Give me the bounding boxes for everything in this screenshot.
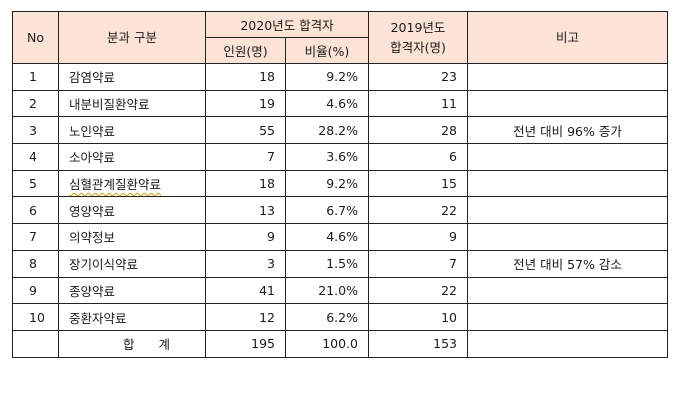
cell-no: 9 (12, 276, 59, 305)
cell-category: 의약정보 (58, 223, 206, 251)
cell-no: 10 (12, 303, 59, 331)
cell-category: 종양약료 (58, 276, 206, 305)
cell-note: 전년 대비 96% 증가 (467, 116, 668, 145)
cell-no: 1 (12, 63, 59, 91)
table-row: 10 중환자약료 12 6.2% 10 (12, 303, 668, 331)
cell-count: 12 (205, 303, 286, 331)
cell-category: 감염약료 (58, 63, 206, 91)
cell-note (467, 223, 668, 251)
cell-note (467, 63, 668, 91)
total-label: 합 계 (58, 329, 206, 358)
cell-note (467, 143, 668, 171)
cell-count: 3 (205, 249, 286, 278)
cell-count: 55 (205, 116, 286, 145)
cell-ratio: 3.6% (285, 143, 369, 171)
cell-ratio: 6.7% (285, 196, 369, 225)
cell-prev: 15 (368, 169, 468, 198)
table-row: 1 감염약료 18 9.2% 23 (12, 63, 668, 91)
cell-category: 내분비질환약료 (58, 89, 206, 118)
cell-count: 13 (205, 196, 286, 225)
cell-note (467, 276, 668, 305)
results-table: No 분과 구분 2020년도 합격자 2019년도 합격자(명) 비고 인원(… (12, 11, 668, 358)
cell-count: 9 (205, 223, 286, 251)
cell-count: 41 (205, 276, 286, 305)
table-row: 3 노인약료 55 28.2% 28 전년 대비 96% 증가 (12, 116, 668, 145)
total-label-1: 합 (123, 337, 135, 353)
total-ratio: 100.0 (285, 329, 369, 358)
cell-ratio: 6.2% (285, 303, 369, 331)
cell-ratio: 4.6% (285, 89, 369, 118)
table-row: 5 심혈관계질환약료 18 9.2% 15 (12, 169, 668, 198)
cell-no: 7 (12, 223, 59, 251)
cell-prev: 6 (368, 143, 468, 171)
total-prev: 153 (368, 329, 468, 358)
table-body: 1 감염약료 18 9.2% 23 2 내분비질환약료 19 4.6% 11 3… (12, 63, 668, 358)
cell-count: 18 (205, 169, 286, 198)
cell-no: 5 (12, 169, 59, 198)
header-count: 인원(명) (205, 37, 286, 64)
results-table-frame: No 분과 구분 2020년도 합격자 2019년도 합격자(명) 비고 인원(… (12, 11, 668, 358)
cell-ratio: 4.6% (285, 223, 369, 251)
cell-category: 중환자약료 (58, 303, 206, 331)
table-row: 6 영양약료 13 6.7% 22 (12, 196, 668, 225)
table-row: 8 장기이식약료 3 1.5% 7 전년 대비 57% 감소 (12, 249, 668, 278)
cell-count: 19 (205, 89, 286, 118)
table-row: 4 소아약료 7 3.6% 6 (12, 143, 668, 171)
cell-prev: 22 (368, 196, 468, 225)
cell-no: 4 (12, 143, 59, 171)
total-row: 합 계 195 100.0 153 (12, 329, 668, 358)
cell-category-text: 심혈관계질환약료 (69, 177, 162, 193)
total-note (467, 329, 668, 358)
cell-ratio: 9.2% (285, 169, 369, 198)
cell-count: 18 (205, 63, 286, 91)
header-2020-passers: 2020년도 합격자 (205, 11, 369, 38)
cell-no: 3 (12, 116, 59, 145)
cell-prev: 28 (368, 116, 468, 145)
cell-note (467, 169, 668, 198)
table-row: 7 의약정보 9 4.6% 9 (12, 223, 668, 251)
cell-prev: 7 (368, 249, 468, 278)
cell-note: 전년 대비 57% 감소 (467, 249, 668, 278)
header-ratio: 비율(%) (285, 37, 369, 64)
cell-note (467, 303, 668, 331)
total-count: 195 (205, 329, 286, 358)
cell-ratio: 1.5% (285, 249, 369, 278)
cell-note (467, 196, 668, 225)
cell-no: 6 (12, 196, 59, 225)
cell-category: 심혈관계질환약료 (58, 169, 206, 198)
header-category: 분과 구분 (58, 11, 206, 64)
header-no: No (12, 11, 59, 64)
cell-prev: 9 (368, 223, 468, 251)
cell-count: 7 (205, 143, 286, 171)
table-header: No 분과 구분 2020년도 합격자 2019년도 합격자(명) 비고 인원(… (12, 11, 668, 64)
cell-category: 소아약료 (58, 143, 206, 171)
header-note: 비고 (467, 11, 668, 64)
header-2019-line1: 2019년도 (390, 19, 446, 35)
cell-prev: 22 (368, 276, 468, 305)
header-2019-line2: 합격자(명) (390, 39, 446, 55)
cell-category: 장기이식약료 (58, 249, 206, 278)
table-row: 2 내분비질환약료 19 4.6% 11 (12, 89, 668, 118)
cell-note (467, 89, 668, 118)
cell-prev: 11 (368, 89, 468, 118)
cell-prev: 10 (368, 303, 468, 331)
cell-category: 영양약료 (58, 196, 206, 225)
cell-ratio: 9.2% (285, 63, 369, 91)
total-label-2: 계 (158, 337, 170, 353)
cell-ratio: 28.2% (285, 116, 369, 145)
cell-no: 8 (12, 249, 59, 278)
header-2019-passers: 2019년도 합격자(명) (368, 11, 468, 64)
cell-ratio: 21.0% (285, 276, 369, 305)
cell-category: 노인약료 (58, 116, 206, 145)
cell-prev: 23 (368, 63, 468, 91)
total-no-cell (12, 329, 59, 358)
table-row: 9 종양약료 41 21.0% 22 (12, 276, 668, 305)
cell-no: 2 (12, 89, 59, 118)
